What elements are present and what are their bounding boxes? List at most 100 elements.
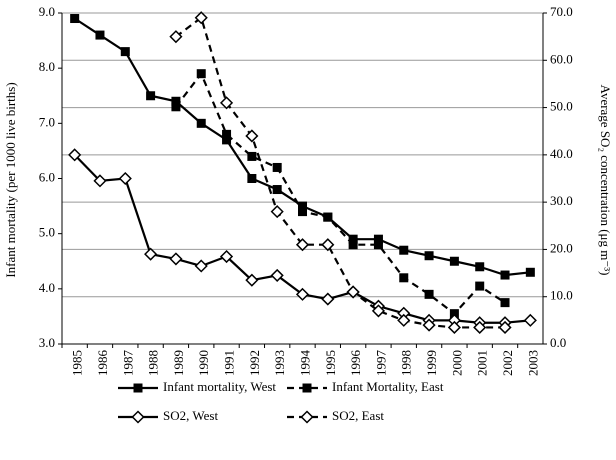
legend-marker <box>131 410 145 424</box>
data-point <box>247 151 257 161</box>
data-point <box>321 292 335 306</box>
x-tick-label: 1990 <box>196 350 211 376</box>
data-point <box>424 289 434 299</box>
data-point <box>498 320 512 335</box>
x-tick-label: 1989 <box>171 350 186 376</box>
data-point <box>196 118 206 128</box>
data-point <box>222 135 232 145</box>
data-point <box>144 247 158 261</box>
series-line <box>175 15 506 329</box>
x-tick-label: 2001 <box>475 350 490 376</box>
data-point <box>194 11 208 25</box>
x-tick-label: 1999 <box>424 350 439 376</box>
data-point <box>399 273 409 283</box>
y-tick-label: 7.0 <box>39 114 55 129</box>
y2-tick-label: 20.0 <box>550 240 573 255</box>
x-tick-label: 1995 <box>323 350 338 376</box>
legend-label: Infant mortality, West <box>163 379 276 394</box>
data-point <box>525 267 535 277</box>
data-point <box>500 270 510 280</box>
data-point <box>272 162 282 172</box>
y-tick-label: 8.0 <box>39 59 55 74</box>
x-tick-label: 1991 <box>222 350 237 376</box>
data-point <box>272 185 282 195</box>
data-point <box>95 30 105 40</box>
data-point <box>68 148 82 162</box>
y2-tick-label: 60.0 <box>550 51 573 66</box>
legend-marker <box>133 383 143 393</box>
y2-tick-label: 0.0 <box>550 335 566 350</box>
x-tick-label: 2002 <box>500 350 515 376</box>
data-point <box>194 259 208 273</box>
data-point <box>219 96 234 110</box>
data-point <box>348 240 358 250</box>
data-point <box>373 240 383 250</box>
series-line <box>74 17 531 277</box>
data-point <box>373 234 383 244</box>
data-point <box>247 174 257 183</box>
data-point <box>120 47 130 57</box>
series-line <box>175 71 506 316</box>
x-tick-label: 1994 <box>297 350 312 377</box>
y-tick-label: 4.0 <box>39 280 55 295</box>
y2-axis-title: Average SO₂ concentration (μg m⁻³) <box>598 85 613 276</box>
data-point <box>298 207 307 217</box>
data-point <box>196 69 206 79</box>
data-point <box>346 285 360 299</box>
x-tick-label: 2000 <box>449 350 464 376</box>
data-point <box>449 309 459 319</box>
data-point <box>399 245 409 255</box>
data-point <box>169 30 183 44</box>
x-tick-label: 1996 <box>348 350 363 377</box>
x-tick-label: 1993 <box>272 350 287 376</box>
x-tick-label: 1986 <box>95 350 110 377</box>
data-point <box>424 251 434 261</box>
y2-tick-label: 50.0 <box>550 99 573 114</box>
y2-tick-label: 70.0 <box>550 4 573 19</box>
data-point <box>245 273 259 287</box>
data-point <box>371 304 386 318</box>
x-tick-label: 1992 <box>247 350 262 376</box>
data-point <box>146 91 156 101</box>
data-point <box>422 318 436 332</box>
data-point <box>447 320 461 335</box>
legend-marker <box>300 410 314 424</box>
data-point <box>475 262 485 272</box>
data-point <box>270 205 284 219</box>
x-tick-label: 2003 <box>525 350 540 376</box>
data-point <box>169 252 183 266</box>
legend-label: Infant Mortality, East <box>332 379 444 394</box>
y2-tick-label: 40.0 <box>550 146 573 161</box>
legend-label: SO2, West <box>163 408 218 423</box>
data-point <box>222 129 232 139</box>
y-tick-label: 6.0 <box>39 169 55 184</box>
x-tick-label: 1988 <box>146 350 161 376</box>
y2-tick-label: 10.0 <box>550 288 573 303</box>
data-point <box>449 256 459 266</box>
data-point <box>93 174 107 188</box>
data-point <box>523 313 537 327</box>
x-tick-label: 1987 <box>120 350 135 377</box>
data-point <box>171 96 181 106</box>
data-point <box>348 234 358 244</box>
y-axis-title: Infant mortality (per 1000 live births) <box>3 82 18 277</box>
data-point <box>295 238 310 252</box>
data-point <box>171 102 181 112</box>
y-tick-label: 3.0 <box>39 335 55 350</box>
data-point <box>397 313 411 327</box>
data-point <box>70 14 80 24</box>
data-point <box>219 249 234 264</box>
data-point <box>270 268 284 282</box>
data-point <box>500 298 510 308</box>
y-tick-label: 5.0 <box>39 225 55 240</box>
data-point <box>245 129 259 143</box>
data-point <box>475 281 485 291</box>
y2-tick-label: 30.0 <box>550 193 573 208</box>
x-tick-label: 1998 <box>399 350 414 376</box>
legend-marker <box>302 383 312 393</box>
data-point <box>323 212 333 222</box>
legend-label: SO2, East <box>332 408 384 423</box>
data-point <box>321 238 335 252</box>
data-point <box>295 287 310 301</box>
